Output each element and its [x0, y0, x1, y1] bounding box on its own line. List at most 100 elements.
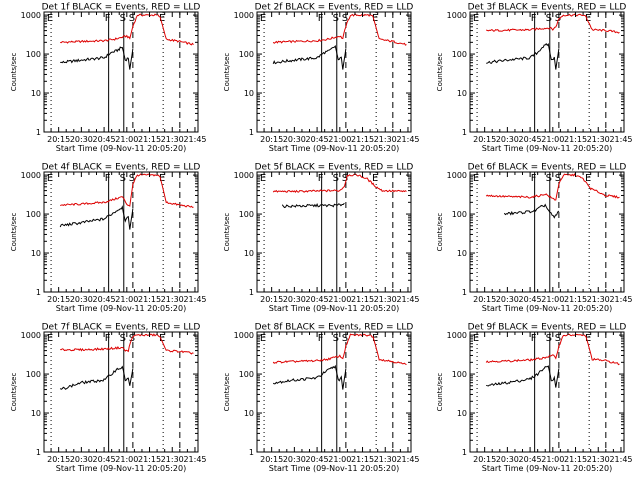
marker-label: S [555, 333, 561, 344]
panel-title: Det 9f BLACK = Events, RED = LLD [468, 323, 627, 333]
traces [272, 173, 407, 209]
x-tick-label: 21:15 [138, 135, 161, 144]
y-tick-label: 1 [36, 288, 41, 297]
y-axis-label: Counts/sec [223, 373, 231, 412]
x-tick-label: 20:45 [306, 135, 329, 144]
x-tick-label: 21:15 [351, 295, 374, 304]
marker-label: E [372, 333, 378, 344]
x-tick-label: 21:30 [374, 455, 397, 464]
x-tick-label: 20:15 [260, 455, 283, 464]
traces [60, 13, 194, 70]
x-tick-label: 20:45 [519, 135, 542, 144]
x-tick-label: 20:45 [93, 295, 116, 304]
panel-title: Det 8f BLACK = Events, RED = LLD [255, 323, 414, 333]
x-tick-label: 21:45 [183, 455, 206, 464]
x-tick-label: 21:00 [541, 455, 564, 464]
marker-label: F [531, 173, 537, 184]
y-tick-label: 10 [31, 409, 41, 418]
x-tick-label: 20:15 [473, 455, 496, 464]
x-tick-label: 21:45 [183, 135, 206, 144]
y-tick-label: 10 [244, 249, 254, 258]
marker-label: S [546, 13, 552, 24]
x-tick-label: 20:30 [283, 455, 306, 464]
marker-label: F [531, 13, 537, 24]
x-tick-label: 21:00 [328, 455, 351, 464]
traces [486, 13, 620, 70]
plot-frame [43, 171, 199, 293]
series-events [272, 364, 347, 390]
x-tick-label: 20:45 [93, 135, 116, 144]
x-tick-label: 21:30 [374, 295, 397, 304]
marker-label: E [372, 13, 378, 24]
y-tick-label: 10 [457, 89, 467, 98]
y-tick-label: 10 [457, 249, 467, 258]
marker-label: F [105, 333, 111, 344]
marker-label: S [342, 333, 348, 344]
y-tick-label: 1000 [447, 171, 467, 180]
marker-label: S [333, 173, 339, 184]
marker-label: S [546, 333, 552, 344]
y-axis-label: Counts/sec [223, 213, 231, 252]
y-tick-label: 1 [462, 448, 467, 457]
plot-frame [256, 331, 412, 453]
x-tick-label: 21:30 [587, 455, 610, 464]
y-tick-label: 100 [26, 370, 41, 379]
traces [59, 333, 194, 390]
marker-label: E [159, 333, 165, 344]
series-lld [272, 13, 407, 46]
marker-label: E [260, 173, 266, 184]
series-lld [485, 333, 620, 366]
x-tick-label: 20:45 [306, 455, 329, 464]
y-tick-label: 1000 [21, 171, 41, 180]
y-tick-label: 10 [244, 409, 254, 418]
y-tick-label: 1000 [234, 11, 254, 20]
x-tick-label: 21:30 [587, 135, 610, 144]
x-tick-label: 20:30 [283, 295, 306, 304]
x-tick-label: 21:00 [115, 295, 138, 304]
y-axis-label: Counts/sec [436, 373, 444, 412]
marker-label: F [105, 13, 111, 24]
x-tick-label: 21:30 [161, 455, 184, 464]
x-tick-label: 20:30 [70, 135, 93, 144]
marker-label: S [129, 173, 135, 184]
x-tick-label: 21:15 [138, 455, 161, 464]
x-axis-label: Start Time (09-Nov-11 20:05:20) [269, 304, 399, 313]
y-tick-label: 1 [249, 128, 254, 137]
marker-label: S [129, 13, 135, 24]
y-tick-label: 1 [249, 448, 254, 457]
marker-label: E [47, 333, 53, 344]
y-axis-label: Counts/sec [10, 213, 18, 252]
x-tick-label: 20:45 [519, 455, 542, 464]
marker-label: E [372, 173, 378, 184]
x-tick-label: 20:45 [519, 295, 542, 304]
y-axis-label: Counts/sec [223, 53, 231, 92]
y-tick-label: 100 [452, 50, 467, 59]
traces [485, 333, 620, 388]
x-tick-label: 21:45 [609, 455, 632, 464]
marker-label: F [318, 13, 324, 24]
x-tick-label: 21:30 [161, 295, 184, 304]
x-axis-label: Start Time (09-Nov-11 20:05:20) [56, 144, 186, 153]
x-tick-label: 21:15 [138, 295, 161, 304]
x-tick-label: 21:30 [161, 135, 184, 144]
marker-label: S [120, 13, 126, 24]
traces [59, 173, 194, 230]
panel-title: Det 1f BLACK = Events, RED = LLD [42, 3, 201, 13]
marker-label: E [260, 333, 266, 344]
marker-label: E [159, 13, 165, 24]
x-axis-label: Start Time (09-Nov-11 20:05:20) [482, 144, 612, 153]
y-tick-label: 100 [452, 210, 467, 219]
series-lld [60, 13, 194, 46]
series-events [486, 42, 560, 70]
marker-label: S [546, 173, 552, 184]
x-axis-label: Start Time (09-Nov-11 20:05:20) [56, 304, 186, 313]
traces [485, 173, 620, 219]
x-tick-label: 21:45 [609, 135, 632, 144]
